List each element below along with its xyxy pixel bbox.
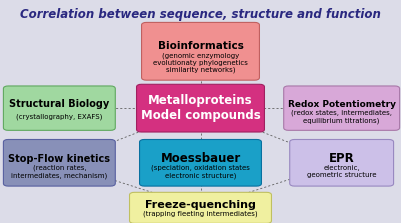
FancyBboxPatch shape: [130, 192, 271, 223]
FancyBboxPatch shape: [3, 86, 115, 130]
FancyBboxPatch shape: [290, 140, 393, 186]
Text: (speciation, oxidation states
electronic structure): (speciation, oxidation states electronic…: [151, 165, 250, 179]
Text: Moessbauer: Moessbauer: [160, 152, 241, 165]
Text: (reaction rates,
intermediates, mechanism): (reaction rates, intermediates, mechanis…: [11, 165, 107, 179]
FancyBboxPatch shape: [140, 140, 261, 186]
Text: (crystallography, EXAFS): (crystallography, EXAFS): [16, 114, 103, 120]
Text: Bioinformatics: Bioinformatics: [158, 41, 243, 51]
Text: EPR: EPR: [329, 152, 354, 165]
FancyBboxPatch shape: [284, 86, 399, 130]
FancyBboxPatch shape: [3, 140, 115, 186]
FancyBboxPatch shape: [142, 22, 259, 80]
Text: Structural Biology: Structural Biology: [9, 99, 109, 109]
Text: Stop-Flow kinetics: Stop-Flow kinetics: [8, 154, 110, 164]
Text: Redox Potentiometry: Redox Potentiometry: [288, 100, 396, 109]
Text: (redox states, intermediates,
equilibrium titrations): (redox states, intermediates, equilibriu…: [291, 110, 392, 124]
Text: (trapping fleeting intermediates): (trapping fleeting intermediates): [143, 210, 258, 217]
Text: Metalloproteins
Model compounds: Metalloproteins Model compounds: [141, 94, 260, 122]
Text: (genomic enzymology
evolutionaty phylogenetics
similarity networks): (genomic enzymology evolutionaty phyloge…: [153, 52, 248, 73]
Text: electronic,
geometric structure: electronic, geometric structure: [307, 165, 377, 178]
Text: Correlation between sequence, structure and function: Correlation between sequence, structure …: [20, 8, 381, 21]
FancyBboxPatch shape: [136, 84, 265, 132]
Text: Freeze-quenching: Freeze-quenching: [145, 200, 256, 210]
